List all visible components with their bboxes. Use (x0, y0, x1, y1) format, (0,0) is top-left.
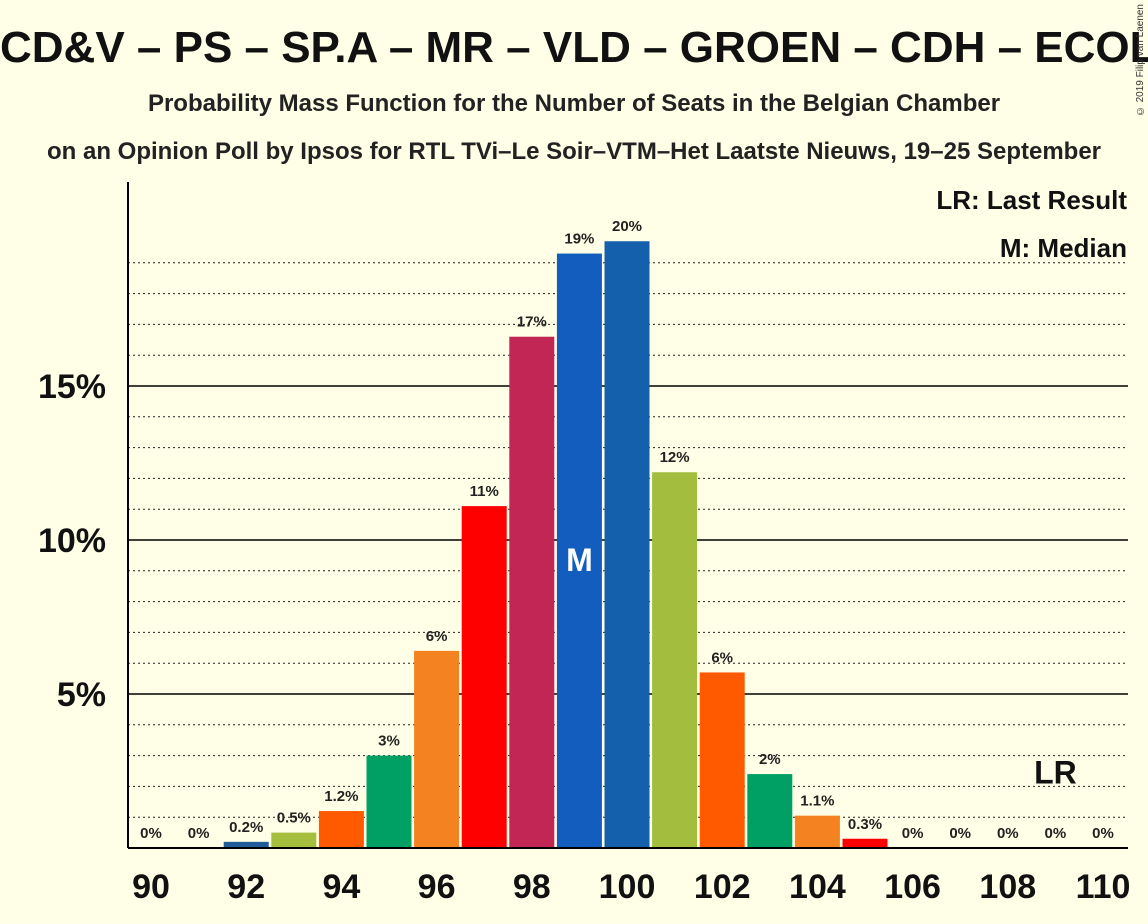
bar-95 (366, 755, 412, 848)
data-label-90: 0% (140, 825, 162, 842)
x-tick-label: 106 (884, 868, 941, 906)
bar-103 (747, 774, 793, 848)
data-label-95: 3% (378, 733, 400, 750)
data-label-103: 2% (759, 751, 781, 768)
x-tick-label: 92 (227, 868, 265, 906)
chart-subtitle: Probability Mass Function for the Number… (147, 90, 1001, 117)
chart-title: CD&V – PS – SP.A – MR – VLD – GROEN – CD… (0, 23, 1148, 72)
data-label-92: 0.2% (229, 819, 263, 836)
x-tick-label: 98 (513, 868, 551, 906)
data-label-98: 17% (517, 314, 547, 331)
median-marker: M (566, 542, 593, 578)
y-tick-label: 15% (38, 368, 106, 406)
axes-group: 5% 10% 15% 90 92 94 96 98 100 102 104 106 108 110 (38, 182, 1130, 906)
data-label-107: 0% (949, 825, 971, 842)
data-label-99: 19% (564, 231, 594, 248)
data-label-105: 0.3% (848, 816, 882, 833)
data-label-106: 0% (902, 825, 924, 842)
data-label-97: 11% (470, 483, 499, 500)
bars-group (223, 241, 888, 849)
x-tick-label: 96 (418, 868, 456, 906)
bar-100 (604, 241, 650, 849)
bar-105 (842, 838, 888, 848)
x-tick-label: 110 (1076, 868, 1131, 906)
data-label-104: 1.1% (800, 793, 834, 810)
x-tick-label: 90 (132, 868, 170, 906)
data-label-96: 6% (426, 628, 448, 645)
data-label-91: 0% (188, 825, 210, 842)
bar-94 (318, 811, 364, 848)
data-label-101: 12% (660, 449, 690, 466)
data-label-109: 0% (1045, 825, 1067, 842)
data-label-110: 0% (1092, 825, 1114, 842)
chart-caption: on an Opinion Poll by Ipsos for RTL TVi–… (46, 138, 1102, 165)
bar-102 (699, 672, 745, 848)
bar-101 (652, 472, 698, 848)
x-tick-label: 94 (322, 868, 360, 906)
data-label-100: 20% (612, 218, 642, 235)
bar-99 (556, 253, 602, 848)
bar-97 (461, 506, 507, 848)
x-tick-label: 102 (694, 868, 751, 906)
data-label-93: 0.5% (277, 810, 311, 827)
data-label-94: 1.2% (324, 788, 358, 805)
bar-96 (414, 650, 460, 848)
y-tick-label: 10% (38, 522, 106, 560)
legend-last-result: LR: Last Result (936, 185, 1127, 215)
x-tick-label: 108 (979, 868, 1036, 906)
data-label-102: 6% (711, 649, 733, 666)
data-labels-group: 0% 0% 0.2% 0.5% 1.2% 3% 6% 11% 17% 19% 20% 12% 6% 2% 1… (140, 218, 1114, 842)
last-result-marker: LR (1034, 754, 1077, 790)
bar-93 (271, 832, 317, 848)
legend-median: M: Median (1000, 233, 1127, 263)
bar-98 (509, 336, 555, 848)
bar-92 (223, 841, 269, 848)
bar-104 (794, 815, 840, 848)
x-tick-label: 100 (599, 868, 656, 906)
y-tick-label: 5% (57, 676, 106, 714)
data-label-108: 0% (997, 825, 1019, 842)
x-tick-label: 104 (789, 868, 846, 906)
